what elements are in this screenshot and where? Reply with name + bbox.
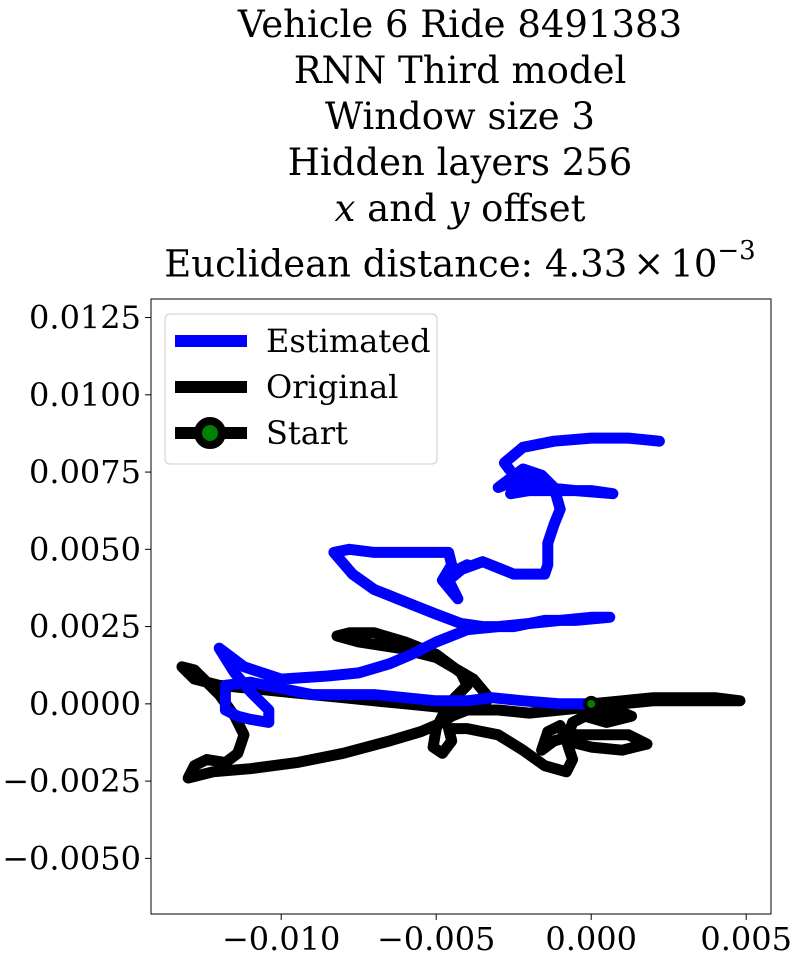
title-distance-exponent: −3	[717, 236, 756, 266]
title-joiner: and	[355, 187, 449, 230]
y-tick-label: 0.0050	[29, 530, 141, 568]
x-tick-label: −0.010	[222, 920, 340, 958]
start-marker	[583, 695, 600, 712]
legend-marker-start	[194, 417, 226, 449]
title-distance-base: 10	[670, 242, 718, 286]
x-tick-label: 0.005	[700, 920, 792, 958]
title-distance-times: ×	[633, 242, 665, 286]
plot-frame	[150, 298, 772, 915]
title-line-window: Window size 3	[325, 95, 595, 138]
y-tick-label: 0.0075	[29, 453, 141, 491]
title-distance-prefix: Euclidean distance:	[164, 242, 545, 286]
series-line-estimated	[213, 432, 665, 728]
title-line-distance: Euclidean distance: 4.33 × 10−3	[120, 232, 796, 287]
legend-label-original: Original	[266, 368, 398, 406]
y-tick-label: −0.0025	[2, 762, 141, 800]
x-tick-label: 0.000	[545, 920, 637, 958]
y-tick-label: 0.0000	[29, 685, 141, 723]
y-tick-label: 0.0025	[29, 608, 141, 646]
legend-box	[164, 313, 438, 465]
legend-label-estimated: Estimated	[266, 322, 431, 360]
x-tick-label: −0.005	[377, 920, 495, 958]
y-tick-label: 0.0100	[29, 376, 141, 414]
title-distance-mantissa: 4.33	[544, 242, 628, 286]
chart-title: Vehicle 6 Ride 8491383 RNN Third model W…	[120, 2, 796, 287]
title-line-vehicle: Vehicle 6 Ride 8491383	[237, 3, 683, 46]
legend-label-start: Start	[266, 414, 348, 452]
title-y-var: y	[448, 187, 470, 230]
title-x-var: x	[334, 187, 356, 230]
title-line-offset: x and y offset	[120, 186, 796, 232]
title-line-model: RNN Third model	[293, 49, 627, 92]
title-offset-suffix: offset	[469, 187, 586, 230]
y-tick-label: −0.0050	[2, 839, 141, 877]
legend: Estimated Original Start	[164, 313, 438, 465]
title-line-hidden: Hidden layers 256	[287, 141, 633, 184]
y-tick-label: 0.0125	[29, 299, 141, 337]
